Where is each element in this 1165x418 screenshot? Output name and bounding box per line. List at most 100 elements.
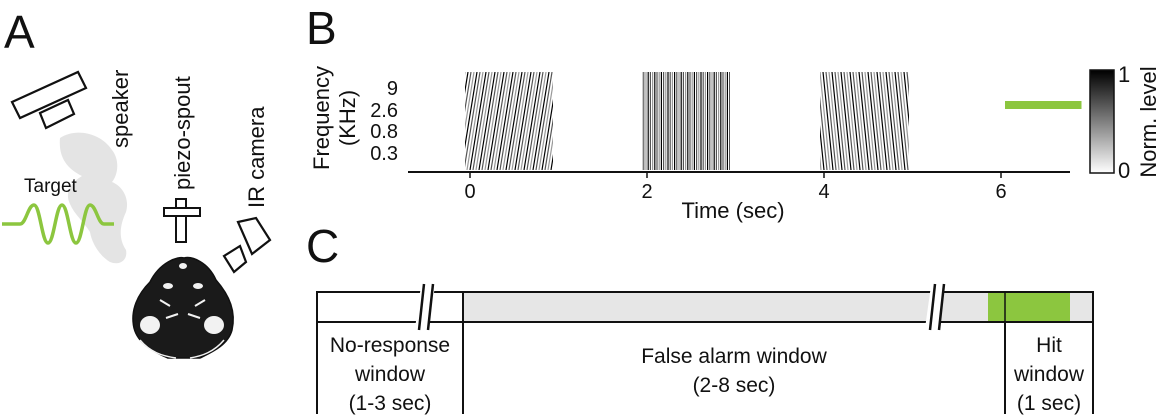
spectrogram-stripe bbox=[593, 72, 609, 170]
spectrogram-stripe bbox=[547, 135, 553, 170]
spectrogram-stripe bbox=[541, 98, 553, 170]
spectrogram-stripe bbox=[937, 72, 947, 170]
spectrogram-stripe bbox=[840, 72, 852, 170]
spectrogram-stripe bbox=[837, 72, 849, 170]
spectrogram-stripe bbox=[511, 72, 529, 170]
panel-b-letter: B bbox=[306, 2, 337, 54]
spectrogram-stripe bbox=[928, 72, 938, 170]
spectrogram-stripe bbox=[925, 72, 935, 170]
spectrogram-stripe bbox=[475, 72, 493, 170]
spectrogram-stripe bbox=[505, 72, 523, 170]
spectrogram-stripe bbox=[425, 72, 441, 170]
spectrogram-stripe bbox=[502, 72, 520, 170]
window-label-line: No-response bbox=[330, 334, 450, 357]
spectrogram-stripe bbox=[575, 72, 591, 170]
mouse-head-drawing bbox=[132, 256, 234, 359]
spectrogram-stripe bbox=[910, 72, 920, 170]
window-label-line: (1-3 sec) bbox=[349, 392, 432, 415]
spectrogram-stripe bbox=[828, 72, 840, 170]
spectrogram-stripe bbox=[769, 72, 779, 170]
target-tone-mark bbox=[1005, 101, 1082, 109]
x-tick-label: 6 bbox=[995, 181, 1006, 203]
sound-block-2 bbox=[642, 72, 730, 170]
spectrogram-stripe bbox=[431, 72, 447, 170]
spectrogram-stripe bbox=[544, 117, 553, 170]
y-tick-label: 0.3 bbox=[370, 143, 398, 165]
ir-camera-icon bbox=[222, 216, 272, 274]
window-label-line: window bbox=[1013, 363, 1085, 386]
x-axis-label: Time (sec) bbox=[681, 198, 784, 223]
spectrogram-stripe bbox=[581, 72, 597, 170]
x-tick-label: 4 bbox=[818, 181, 829, 203]
spectrogram-stripe bbox=[885, 72, 897, 170]
spectrogram-stripe bbox=[781, 72, 791, 170]
x-tick-labels: 0 2 4 6 bbox=[464, 172, 1007, 203]
spectrogram-stripe bbox=[799, 72, 809, 170]
spectrogram-stripe bbox=[437, 72, 453, 170]
spectrogram-stripe bbox=[446, 72, 462, 170]
y-tick-labels: 9 2.6 0.8 0.3 bbox=[370, 78, 398, 165]
spectrogram-stripe bbox=[861, 72, 873, 170]
spectrogram-stripe bbox=[569, 72, 585, 170]
spectrogram-stripe bbox=[469, 72, 487, 170]
spectrogram-stripe bbox=[934, 72, 944, 170]
spectrogram-stripe bbox=[784, 72, 794, 170]
axis-break-left bbox=[415, 283, 435, 331]
spectrogram-stripe bbox=[873, 72, 885, 170]
colorbar-label: Norm. level bbox=[1136, 66, 1161, 177]
spectrogram-stripe bbox=[465, 72, 481, 168]
spectrogram-stripe bbox=[428, 72, 444, 170]
spectrogram-stripe bbox=[487, 72, 505, 170]
panel-c: C No-response window (1-3 sec) False ala… bbox=[306, 220, 1094, 415]
spectrogram-stripe bbox=[897, 72, 909, 170]
spectrogram-stripe bbox=[772, 72, 782, 170]
spectrogram-stripe bbox=[825, 72, 837, 170]
spectrogram-stripe bbox=[900, 72, 909, 157]
spectrogram-stripe bbox=[793, 72, 803, 170]
spectrogram-stripe bbox=[478, 72, 496, 170]
y-axis-label-line1: Frequency bbox=[309, 66, 334, 170]
spectrogram-stripe bbox=[440, 72, 456, 170]
spectrogram-stripe bbox=[523, 72, 541, 170]
spectrogram-stripe bbox=[858, 72, 870, 170]
spectrogram-stripe bbox=[481, 72, 499, 170]
spectrogram-stripe bbox=[434, 72, 450, 170]
spectrogram-stripe bbox=[852, 72, 864, 170]
spectrogram-stripe bbox=[563, 72, 579, 170]
sound-block-3 bbox=[769, 72, 947, 170]
spectrogram-stripe bbox=[538, 80, 553, 170]
window-label-line: (2-8 sec) bbox=[693, 374, 776, 397]
spectrogram-stripe bbox=[931, 72, 941, 170]
panel-c-letter: C bbox=[306, 220, 339, 272]
spectrogram-stripe bbox=[906, 72, 909, 98]
speaker-icon bbox=[10, 70, 88, 130]
spectrogram-stripe bbox=[465, 72, 472, 113]
no-response-window-label: No-response window (1-3 sec) bbox=[330, 334, 450, 415]
spectrogram-stripe bbox=[554, 72, 570, 170]
panel-b: B Frequency (KHz) 9 2.6 0.8 0.3 0 2 4 6 Tim… bbox=[306, 2, 1161, 223]
spectrogram bbox=[425, 72, 1082, 170]
hit-window-label: Hit window (1 sec) bbox=[1013, 334, 1085, 415]
spectrogram-stripe bbox=[867, 72, 879, 170]
spectrogram-stripe bbox=[529, 72, 547, 170]
spectrogram-stripe bbox=[834, 72, 846, 170]
spectrogram-stripe bbox=[849, 72, 861, 170]
spectrogram-stripe bbox=[922, 72, 932, 170]
spectrogram-stripe bbox=[526, 72, 544, 170]
spectrogram-stripe bbox=[879, 72, 891, 170]
y-tick-label: 2.6 bbox=[370, 100, 398, 122]
spectrogram-stripe bbox=[870, 72, 882, 170]
spectrogram-stripe bbox=[465, 72, 469, 95]
spectrogram-stripe bbox=[496, 72, 514, 170]
colorbar-max-label: 1 bbox=[1118, 62, 1130, 87]
y-axis-label-line2: (KHz) bbox=[335, 90, 360, 146]
spectrogram-stripe bbox=[820, 154, 822, 170]
false-alarm-segment bbox=[463, 293, 1092, 321]
x-tick-label: 0 bbox=[464, 181, 475, 203]
panel-a-letter: A bbox=[4, 6, 35, 58]
spectrogram-stripe bbox=[465, 72, 466, 76]
spectrogram-stripe bbox=[472, 72, 490, 170]
spectrogram-stripe bbox=[831, 72, 843, 170]
window-label-line: Hit bbox=[1036, 334, 1062, 357]
